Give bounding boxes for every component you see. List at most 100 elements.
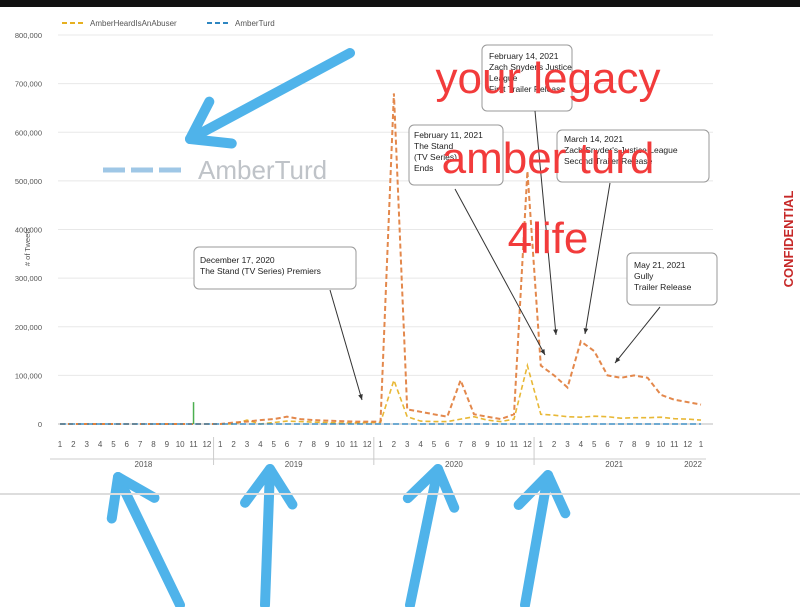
x-tick-label: 10 [336, 440, 345, 449]
x-tick-label: 9 [645, 440, 650, 449]
x-tick-label: 9 [165, 440, 170, 449]
y-axis-label: # of Tweets [23, 228, 32, 266]
overlay-text-line: amber turd [442, 134, 655, 183]
annotation-arrow [534, 110, 557, 336]
line-chart: 800,000 700,000 600,000 500,000 400,000 300,0… [15, 19, 796, 607]
x-tick-label: 6 [125, 440, 130, 449]
y-tick-label: 800,000 [15, 31, 42, 40]
x-tick-label: 6 [285, 440, 290, 449]
blue-arrow-icon [260, 464, 275, 607]
x-tick-label: 10 [176, 440, 185, 449]
x-tick-label: 5 [271, 440, 276, 449]
x-tick-label: 7 [458, 440, 463, 449]
blue-arrow-icon [185, 48, 355, 144]
x-tick-label: 4 [98, 440, 103, 449]
annotation-arrowhead [553, 329, 558, 335]
x-tick-label: 4 [418, 440, 423, 449]
series-line-1 [60, 93, 702, 425]
legend-entry: AmberHeardIsAnAbuser [90, 19, 177, 28]
year-label: 2021 [605, 460, 623, 469]
series-line-0 [60, 362, 702, 425]
top-bar [0, 0, 800, 7]
y-tick-label: 300,000 [15, 274, 42, 283]
legend-entry: AmberTurd [235, 19, 275, 28]
y-tick-label: 600,000 [15, 128, 42, 137]
annotation-arrowhead [358, 394, 363, 400]
confidential-label: CONFIDENTIAL [781, 191, 796, 288]
x-tick-label: 12 [363, 440, 372, 449]
annotation-text: League [489, 73, 518, 83]
x-tick-label: 11 [189, 440, 198, 449]
y-tick-label: 700,000 [15, 80, 42, 89]
annotation-text: The Stand (TV Series) Premiers [200, 266, 321, 276]
x-tick-label: 9 [485, 440, 490, 449]
annotation-text: Ends [414, 163, 433, 173]
annotation-box [481, 44, 573, 112]
annotation-text: Zach Snyder's Justice [489, 62, 572, 72]
x-tick-label: 5 [432, 440, 437, 449]
x-tick-label: 12 [523, 440, 532, 449]
x-tick-label: 2 [71, 440, 76, 449]
annotation-text: First Trailer Release [489, 84, 565, 94]
x-tick-label: 5 [111, 440, 116, 449]
x-tick-label: 3 [84, 440, 89, 449]
blue-arrow-icon [405, 464, 443, 607]
blue-arrow-icon-head [513, 470, 571, 519]
annotation-text: December 17, 2020 [200, 255, 275, 265]
annotation-text: February 11, 2021 [414, 130, 483, 140]
annotation-arrowhead [615, 357, 621, 363]
y-tick-label: 200,000 [15, 323, 42, 332]
overlay-text-line: 4life [508, 214, 589, 263]
x-tick-label: 4 [579, 440, 584, 449]
annotation-arrow [329, 289, 363, 401]
x-tick-label: 6 [605, 440, 610, 449]
x-tick-label: 12 [683, 440, 692, 449]
x-tick-label: 2 [552, 440, 557, 449]
x-tick-label: 3 [405, 440, 410, 449]
x-tick-label: 6 [445, 440, 450, 449]
x-tick-label: 8 [312, 440, 317, 449]
annotation-text: Zach Snyder's Justice League [564, 145, 678, 155]
x-tick-label: 1 [699, 440, 704, 449]
x-tick-label: 12 [202, 440, 211, 449]
annotation-arrow [614, 306, 661, 364]
x-tick-label: 8 [632, 440, 637, 449]
annotation-text: Trailer Release [634, 282, 692, 292]
x-tick-label: 10 [656, 440, 665, 449]
x-tick-label: 4 [258, 440, 263, 449]
x-tick-label: 7 [619, 440, 624, 449]
annotation-arrowhead [540, 349, 545, 355]
blue-arrow-icon-head [185, 96, 237, 149]
x-tick-label: 7 [138, 440, 143, 449]
annotation-text: May 21, 2021 [634, 260, 686, 270]
annotation-arrow [584, 182, 611, 335]
big-legend-label: AmberTurd [198, 155, 327, 185]
y-tick-label: 0 [38, 420, 42, 429]
y-tick-label: 400,000 [15, 226, 42, 235]
x-tick-label: 2 [392, 440, 397, 449]
blue-arrow-icon [113, 472, 185, 607]
annotation-box [408, 124, 504, 186]
x-tick-label: 1 [218, 440, 223, 449]
year-label: 2020 [445, 460, 463, 469]
x-tick-label: 1 [539, 440, 544, 449]
x-tick-label: 10 [496, 440, 505, 449]
x-tick-label: 2 [231, 440, 236, 449]
blue-arrow-icon-head [106, 472, 160, 524]
x-tick-label: 11 [510, 440, 519, 449]
annotation-text: Second Trailer Release [564, 156, 653, 166]
annotation-text: February 14, 2021 [489, 51, 559, 61]
x-tick-label: 5 [592, 440, 597, 449]
x-tick-label: 9 [325, 440, 330, 449]
x-tick-label: 3 [245, 440, 250, 449]
overlay-text-line: your legacy [435, 54, 660, 103]
annotation-text: Gully [634, 271, 654, 281]
x-tick-label: 7 [298, 440, 303, 449]
annotation-arrowhead [583, 328, 589, 334]
annotation-arrow [454, 188, 546, 356]
x-tick-label: 11 [350, 440, 359, 449]
x-tick-label: 1 [378, 440, 383, 449]
annotation-box [626, 252, 718, 306]
x-tick-label: 11 [670, 440, 679, 449]
year-label: 2018 [135, 460, 153, 469]
